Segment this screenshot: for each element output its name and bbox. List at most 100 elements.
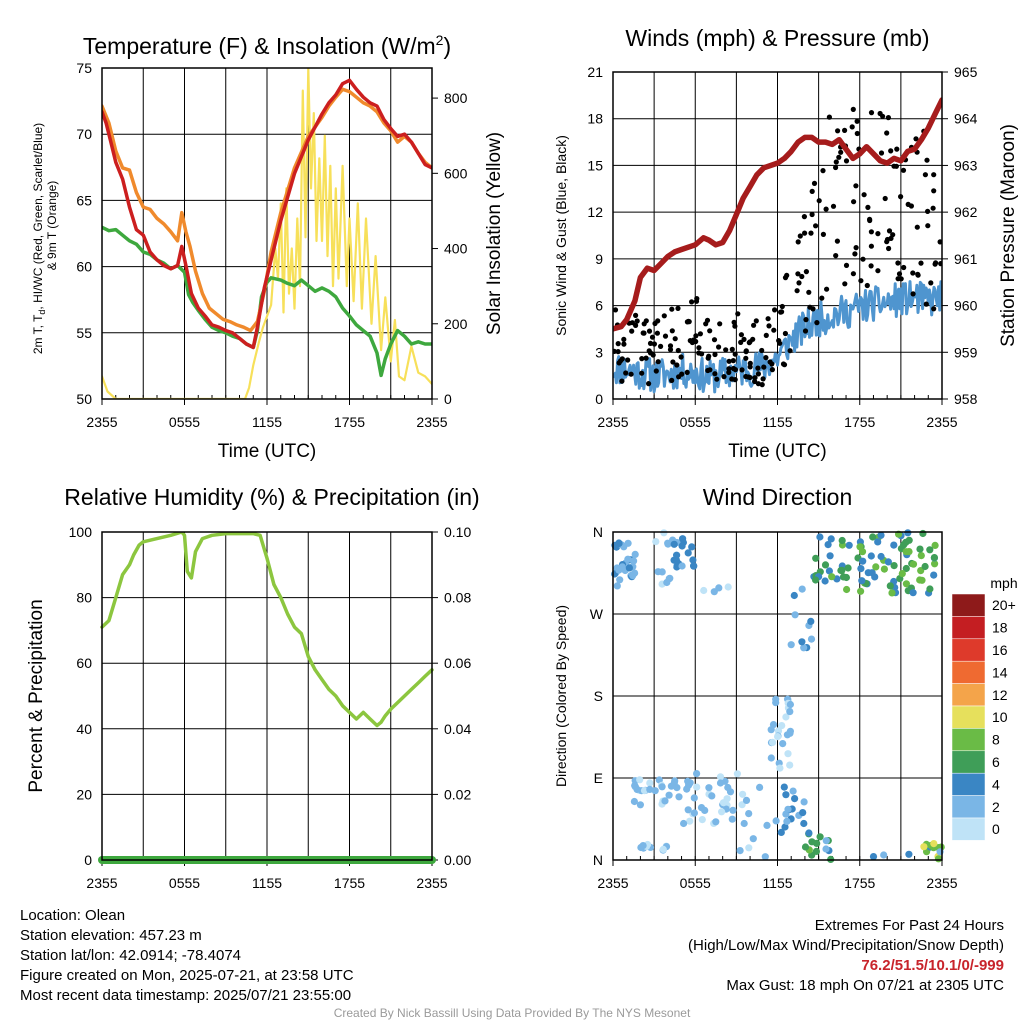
wind-gust-point bbox=[835, 128, 841, 134]
wind-gust-point bbox=[823, 206, 829, 212]
wind-gust-point bbox=[628, 371, 634, 377]
wind-gust-point bbox=[643, 355, 649, 361]
wdir-point bbox=[659, 845, 667, 854]
wdir-point bbox=[838, 536, 846, 545]
wind-gust-point bbox=[623, 370, 629, 376]
wind-gust-point bbox=[806, 289, 812, 295]
wdir-point bbox=[756, 783, 764, 792]
wdir-point bbox=[930, 840, 938, 848]
station-elevation: Station elevation: 457.23 m bbox=[20, 927, 202, 944]
wdir-point bbox=[872, 563, 880, 571]
wdir-point bbox=[821, 561, 830, 569]
wind-gust-point bbox=[738, 339, 744, 345]
wdir-point bbox=[909, 560, 918, 568]
wind-gust-point bbox=[850, 106, 856, 112]
wind-gust-point bbox=[796, 280, 802, 286]
wind-gust-point bbox=[810, 306, 816, 312]
rh-ytick-label: 0 bbox=[84, 852, 92, 868]
wind-gust-point bbox=[723, 347, 729, 353]
rh-y2tick-label: 0.02 bbox=[444, 786, 471, 802]
wdir-point bbox=[667, 782, 676, 790]
wdir-point bbox=[616, 576, 624, 584]
speed-legend-swatch bbox=[951, 817, 986, 841]
wind-gust-point bbox=[824, 286, 830, 292]
wdir-point bbox=[843, 585, 851, 594]
wdir-point bbox=[708, 792, 716, 800]
temp-title-end: ) bbox=[443, 33, 451, 59]
wdir-point bbox=[825, 567, 834, 575]
wind-gust-point bbox=[750, 336, 756, 342]
wdir-point bbox=[665, 575, 673, 583]
wdir-point bbox=[822, 837, 830, 845]
wdir-point bbox=[904, 529, 912, 537]
wdir-point bbox=[670, 556, 678, 564]
wdir-point bbox=[670, 540, 678, 548]
rh-ytick-label: 60 bbox=[76, 655, 92, 671]
wind-gust-point bbox=[615, 349, 621, 355]
wdir-point bbox=[886, 582, 894, 590]
wdir-point bbox=[633, 785, 641, 794]
wind-gust-point bbox=[639, 370, 645, 376]
wind-gust-point bbox=[696, 350, 702, 356]
speed-legend-label: 8 bbox=[992, 732, 1000, 748]
wdir-xtick-label: 2355 bbox=[926, 875, 957, 891]
wind-gust-point bbox=[930, 205, 936, 211]
wind-gust-point bbox=[787, 348, 793, 354]
wdir-ytick-label: N bbox=[593, 852, 603, 868]
wdir-point bbox=[926, 585, 934, 593]
wdir-point bbox=[799, 809, 807, 817]
speed-legend-swatch bbox=[951, 638, 986, 662]
rh-xtick-label: 0555 bbox=[169, 875, 200, 891]
wind-gust-point bbox=[914, 224, 920, 230]
temp-series-t2 bbox=[102, 78, 432, 350]
wind-gust-point bbox=[771, 327, 777, 333]
wdir-point bbox=[877, 552, 885, 561]
wdir-point bbox=[931, 560, 939, 568]
wind-gust-point bbox=[801, 214, 808, 220]
wind-gust-point bbox=[753, 318, 759, 324]
wdir-panel: 2355 0555 1155 1755 2355 N E S W N Wind Direction D… bbox=[553, 484, 1018, 891]
wind-gust-point bbox=[732, 377, 738, 383]
wind-gust-point bbox=[669, 377, 675, 383]
station-info: Location: Olean Station elevation: 457.2… bbox=[20, 906, 354, 1006]
wind-gust-point bbox=[868, 110, 875, 116]
temp-title-main: Temperature (F) & Insolation (W/m bbox=[83, 33, 436, 59]
wdir-ytick-label: W bbox=[590, 606, 604, 622]
wind-gust-point bbox=[931, 188, 937, 194]
wind-gust-point bbox=[891, 163, 897, 169]
wind-gust-point bbox=[799, 273, 805, 280]
wind-gust-point bbox=[925, 208, 931, 214]
wdir-title: Wind Direction bbox=[703, 484, 853, 510]
wind-gust-point bbox=[743, 355, 749, 361]
rh-xtick-label: 1155 bbox=[252, 875, 282, 891]
wdir-point bbox=[763, 821, 771, 830]
wind-gust-point bbox=[669, 306, 675, 312]
temp-series-ins bbox=[102, 68, 432, 399]
wdir-point bbox=[816, 833, 824, 841]
wdir-point bbox=[624, 539, 632, 547]
wind-gust-point bbox=[732, 323, 738, 329]
wind-gust-point bbox=[646, 348, 652, 354]
wind-gust-point bbox=[924, 157, 930, 163]
speed-legend-label: 0 bbox=[992, 821, 1000, 837]
wind-gust-point bbox=[747, 364, 753, 370]
wdir-ytick-label: N bbox=[593, 524, 603, 540]
wind-gust-point bbox=[826, 114, 833, 120]
wdir-point bbox=[701, 806, 709, 815]
wind-gust-point bbox=[888, 148, 894, 154]
wdir-point bbox=[884, 558, 893, 566]
temp-y2tick-label: 400 bbox=[444, 241, 468, 257]
wind-xtick-label: 2355 bbox=[597, 414, 628, 430]
wdir-point bbox=[808, 838, 816, 846]
wind-gust-point bbox=[712, 351, 718, 358]
wind-gust-point bbox=[714, 376, 720, 382]
temp-ylabel-part: , HI/WC (Red, Green, Scarlet/Blue) bbox=[31, 123, 45, 310]
wind-series-group bbox=[613, 97, 942, 394]
wind-gust-point bbox=[712, 371, 718, 377]
wind-gust-point bbox=[772, 307, 778, 313]
wdir-point bbox=[749, 835, 757, 843]
wdir-point bbox=[671, 777, 679, 785]
wind-gust-point bbox=[851, 199, 857, 205]
wind-gust-point bbox=[852, 251, 858, 257]
